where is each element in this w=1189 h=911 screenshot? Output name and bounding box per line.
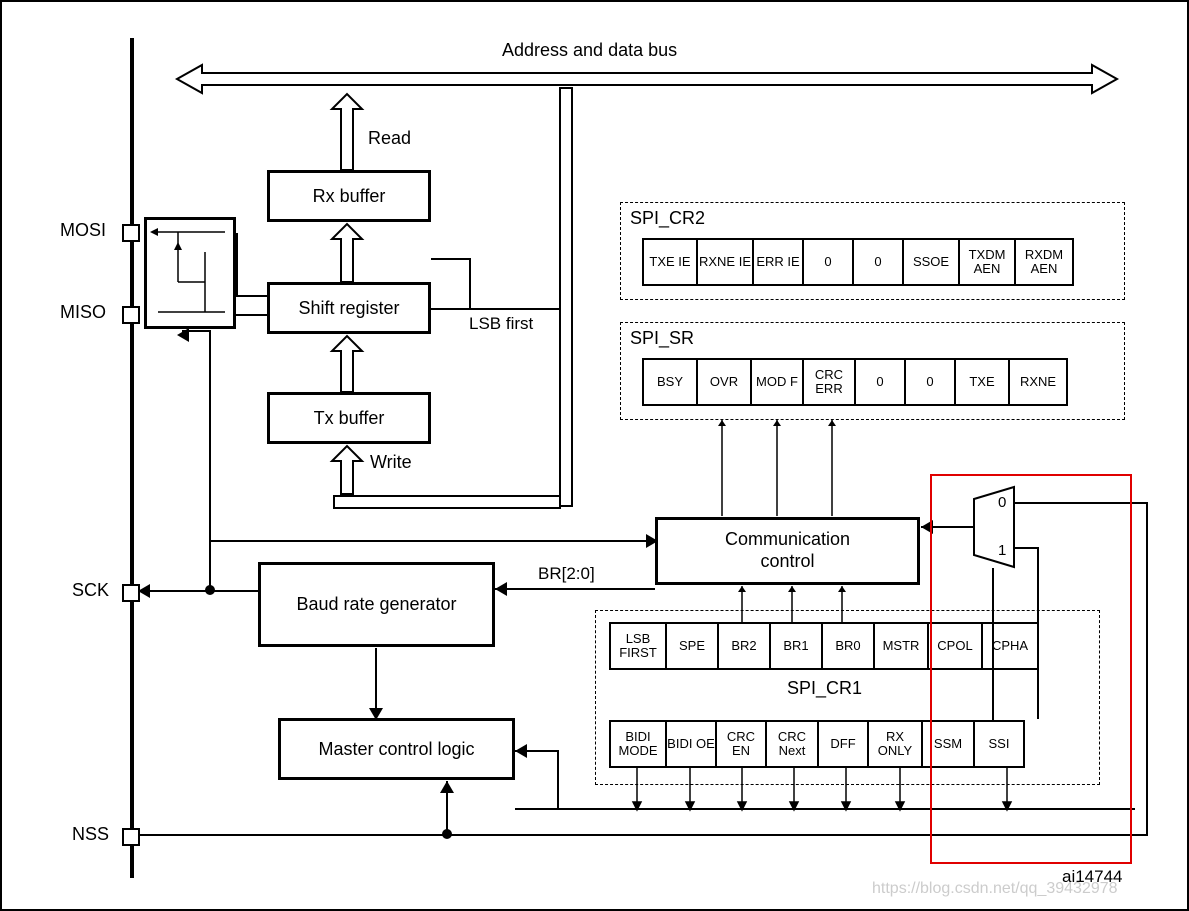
cr2-txdmaen: TXDM AEN [958, 238, 1016, 286]
tx-buffer-block: Tx buffer [267, 392, 431, 444]
br-label: BR[2:0] [538, 564, 595, 584]
main-vertical-bus [130, 38, 134, 878]
sr-z2: 0 [904, 358, 956, 406]
highlight-red-box [930, 474, 1132, 864]
cr1-bidimode: BIDI MODE [609, 720, 667, 768]
baud-arrow [495, 582, 507, 596]
read-arrow [332, 94, 362, 172]
master-control-label: Master control logic [318, 739, 474, 760]
write-label: Write [370, 452, 412, 473]
cr1-dff: DFF [817, 720, 869, 768]
rx-buffer-block: Rx buffer [267, 170, 431, 222]
sck-arrow-left [138, 584, 150, 598]
sck-top-h [209, 540, 655, 542]
spi-sr-row: BSY OVR MOD F CRC ERR 0 0 TXE RXNE [642, 358, 1066, 406]
cr1-bidioe: BIDI OE [665, 720, 717, 768]
cr1-rxonly: RX ONLY [867, 720, 923, 768]
sr-bsy: BSY [642, 358, 698, 406]
sr-ovr: OVR [696, 358, 752, 406]
pin-nss-label: NSS [72, 824, 109, 845]
sck-to-comm-arrow [646, 534, 658, 548]
pin-miso-label: MISO [60, 302, 106, 323]
miso-up-arrow [176, 329, 190, 341]
tx-buffer-label: Tx buffer [314, 408, 385, 429]
diagram-frame: Address and data bus Read Rx buffer Shif… [0, 0, 1189, 911]
sr-crcerr: CRC ERR [802, 358, 856, 406]
mosi-shift-h [236, 295, 267, 297]
master-control-block: Master control logic [278, 718, 515, 780]
sck-h1 [138, 590, 258, 592]
cr1-spe: SPE [665, 622, 719, 670]
pin-mosi-label: MOSI [60, 220, 106, 241]
comm-control-block: Communication control [655, 517, 920, 585]
cr1-br2: BR2 [717, 622, 771, 670]
pin-miso-box [122, 306, 140, 324]
shift-feedback-top [431, 258, 471, 260]
cr2-z2: 0 [852, 238, 904, 286]
write-horizontal [334, 492, 570, 514]
pin-sck-label: SCK [72, 580, 109, 601]
read-label: Read [368, 128, 411, 149]
nss-wire-v-far [1146, 502, 1148, 836]
sr-rxne: RXNE [1008, 358, 1068, 406]
pin-nss-box [122, 828, 140, 846]
write-arrow [332, 446, 362, 496]
comm-control-label: Communication control [725, 529, 850, 572]
spi-cr2-label: SPI_CR2 [630, 208, 705, 229]
miso-shift-h [236, 314, 267, 316]
spi-sr-label: SPI_SR [630, 328, 694, 349]
sr-z1: 0 [854, 358, 906, 406]
lsb-line [431, 308, 561, 310]
tx-to-shift-arrow [332, 336, 362, 394]
baud-rate-block: Baud rate generator [258, 562, 495, 647]
cr1-crcnext: CRC Next [765, 720, 819, 768]
bus-bar [177, 62, 1117, 102]
bus-down-connector [555, 88, 577, 508]
cr1-br0: BR0 [821, 622, 875, 670]
cr1-lsbfirst: LSB FIRST [609, 622, 667, 670]
master-bidir [438, 781, 456, 795]
cr2-rxdmaen: RXDM AEN [1014, 238, 1074, 286]
mux-internal [150, 222, 230, 322]
cr1-master-bus-v [557, 750, 559, 810]
pin-mosi-box [122, 224, 140, 242]
cr1-crcen: CRC EN [715, 720, 767, 768]
shift-register-block: Shift register [267, 282, 431, 334]
mosi-to-shift-wire [236, 233, 238, 297]
lsb-first-label: LSB first [469, 314, 533, 334]
spi-cr1-label: SPI_CR1 [787, 678, 862, 699]
cr2-rxneie: RXNE IE [696, 238, 754, 286]
baud-to-master-arrow [369, 708, 383, 720]
shift-register-label: Shift register [298, 298, 399, 319]
shift-to-rx-arrow [332, 224, 362, 284]
shift-feedback-vert [469, 258, 471, 308]
watermark: https://blog.csdn.net/qq_39432978 [872, 880, 1118, 898]
baud-to-comm-line [495, 588, 655, 590]
spi-cr2-row: TXE IE RXNE IE ERR IE 0 0 SSOE TXDM AEN … [642, 238, 1072, 286]
sr-modf: MOD F [750, 358, 804, 406]
cr2-errie: ERR IE [752, 238, 804, 286]
bus-title: Address and data bus [502, 40, 677, 61]
cr1-mstr: MSTR [873, 622, 929, 670]
cr2-ssoe: SSOE [902, 238, 960, 286]
cr1-br1: BR1 [769, 622, 823, 670]
sr-txe: TXE [954, 358, 1010, 406]
cr1-br-arrows [722, 586, 852, 626]
sck-vert-up [209, 330, 211, 590]
master-out-h [515, 750, 559, 752]
rx-buffer-label: Rx buffer [313, 186, 386, 207]
sr-arrows-up [702, 420, 902, 520]
cr2-txeie: TXE IE [642, 238, 698, 286]
cr2-z1: 0 [802, 238, 854, 286]
baud-rate-label: Baud rate generator [296, 594, 456, 615]
